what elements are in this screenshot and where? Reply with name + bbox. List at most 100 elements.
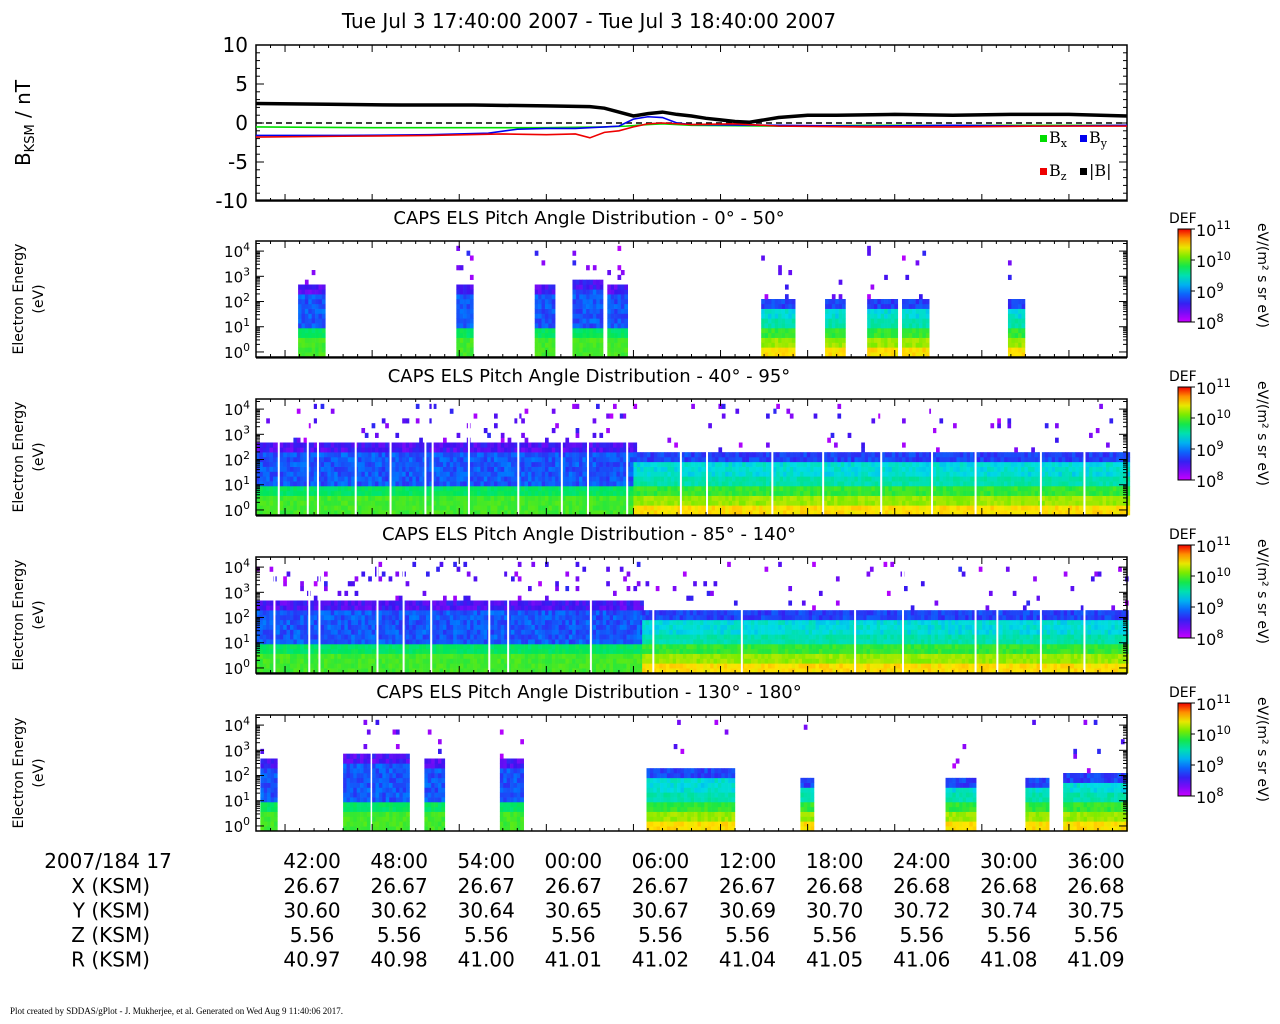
els-panel-2-cell xyxy=(415,510,420,516)
els-panel-2-cell xyxy=(732,505,736,511)
els-panel-2-cell xyxy=(558,457,563,463)
els-panel-2-cell xyxy=(932,481,937,487)
els-panel-2-cell xyxy=(524,437,529,443)
els-panel-2-cell xyxy=(337,505,342,511)
els-panel-2-cell xyxy=(1051,457,1056,463)
els-panel-1-cell xyxy=(890,323,895,329)
els-panel-2-cell xyxy=(555,466,559,472)
els-panel-2-cell xyxy=(524,457,529,463)
els-panel-2-cell xyxy=(327,510,332,516)
els-panel-2-cell xyxy=(687,486,692,492)
els-panel-2-cell xyxy=(551,495,556,501)
els-panel-2-cell xyxy=(545,461,549,467)
els-panel-2-cell xyxy=(847,500,852,506)
els-panel-2-cell xyxy=(606,505,610,511)
els-panel-2-cell xyxy=(891,461,896,467)
els-panel-1-cell xyxy=(781,318,786,324)
els-panel-1-cell xyxy=(925,313,930,319)
els-panel-2-cell xyxy=(677,466,682,472)
els-panel-2-cell xyxy=(483,471,488,477)
els-panel-2-cell xyxy=(511,447,515,453)
els-panel-2-cell xyxy=(1021,490,1025,496)
els-panel-1-cell xyxy=(308,318,312,324)
els-panel-1-cell xyxy=(1011,342,1016,348)
els-panel-2-cell xyxy=(313,505,318,511)
els-panel-2-cell xyxy=(1034,505,1039,511)
els-panel-2-cell xyxy=(320,476,325,482)
els-panel-1-cell xyxy=(778,313,782,319)
els-panel-1-cell xyxy=(870,337,875,343)
els-panel-2-cell xyxy=(793,510,797,516)
els-panel-2-cell xyxy=(987,471,991,477)
els-panel-2-cell xyxy=(949,481,954,487)
els-panel-2-cell xyxy=(517,413,522,419)
els-panel-2-cell xyxy=(701,486,706,492)
els-panel-2-cell xyxy=(844,486,848,492)
els-panel-2-cell xyxy=(531,510,536,516)
els-panel-2-cell xyxy=(487,442,491,448)
els-panel-2-cell xyxy=(861,442,865,448)
els-panel-2-cell xyxy=(684,461,689,467)
els-panel-2-cell xyxy=(613,495,617,501)
els-panel-1-cell xyxy=(589,284,594,290)
els-panel-1-cell xyxy=(466,313,471,319)
els-panel-1-colorbar-tick-label: 1010 xyxy=(1196,249,1231,271)
els-panel-2-cell xyxy=(949,457,954,463)
els-panel-1-cell xyxy=(867,318,871,324)
els-panel-2-cell xyxy=(830,481,835,487)
els-panel-2-cell xyxy=(1048,495,1052,501)
els-panel-2-cell xyxy=(504,500,508,506)
els-panel-2-cell xyxy=(290,495,294,501)
els-panel-1-cell xyxy=(541,347,546,353)
els-panel-1-cell xyxy=(534,303,539,309)
els-panel-2-cell xyxy=(256,481,260,487)
els-panel-1-cell xyxy=(884,313,888,319)
els-panel-2-cell xyxy=(725,510,729,516)
els-panel-2-cell xyxy=(742,500,746,506)
els-panel-2-cell xyxy=(266,510,270,516)
els-panel-2-cell xyxy=(752,476,757,482)
els-panel-2-cell xyxy=(609,505,614,511)
els-panel-2-cell xyxy=(364,432,369,438)
els-panel-2-cell xyxy=(463,442,468,448)
els-panel-2-cell xyxy=(708,476,712,482)
els-panel-2-cell xyxy=(269,447,274,453)
els-panel-1-cell xyxy=(918,308,923,314)
els-panel-2-cell xyxy=(470,452,474,458)
els-panel-2-cell xyxy=(1055,437,1059,443)
els-panel-2-cell xyxy=(483,505,488,511)
els-panel-1-cell xyxy=(572,328,577,334)
els-panel-2-cell xyxy=(793,486,797,492)
els-panel-2-cell xyxy=(660,471,665,477)
els-panel-2-cell xyxy=(313,457,318,463)
els-panel-2-cell xyxy=(725,495,729,501)
els-panel-1-cell xyxy=(614,342,618,348)
els-panel-2-cell xyxy=(681,486,685,492)
els-panel-2-cell xyxy=(891,510,896,516)
els-panel-2-cell xyxy=(432,461,437,467)
els-panel-2-cell xyxy=(511,471,515,477)
els-panel-1-cell xyxy=(548,299,553,305)
els-panel-2-cell xyxy=(1017,486,1022,492)
els-panel-2-cell xyxy=(1075,495,1080,501)
els-panel-2-cell xyxy=(592,447,597,453)
els-panel-1-cell xyxy=(771,299,776,305)
els-panel-2-cell xyxy=(997,471,1001,477)
els-panel-2-cell xyxy=(398,476,403,482)
els-panel-2-cell xyxy=(1031,476,1035,482)
els-panel-2-cell xyxy=(868,457,872,463)
els-panel-2-cell xyxy=(885,461,889,467)
els-panel-2-cell xyxy=(405,418,410,424)
els-panel-2-cell xyxy=(324,466,328,472)
els-panel-2-cell xyxy=(385,457,389,463)
els-panel-1-cell xyxy=(778,337,782,343)
els-panel-2-cell xyxy=(837,471,842,477)
els-panel-2-cell xyxy=(983,461,988,467)
els-panel-2-cell xyxy=(687,495,692,501)
els-panel-1-cell xyxy=(617,303,622,309)
els-panel-2-cell xyxy=(344,452,349,458)
els-panel-2-cell xyxy=(405,466,410,472)
els-panel-2-cell xyxy=(772,500,777,506)
els-panel-2-cell xyxy=(602,466,607,472)
els-panel-1-cell xyxy=(761,313,765,319)
